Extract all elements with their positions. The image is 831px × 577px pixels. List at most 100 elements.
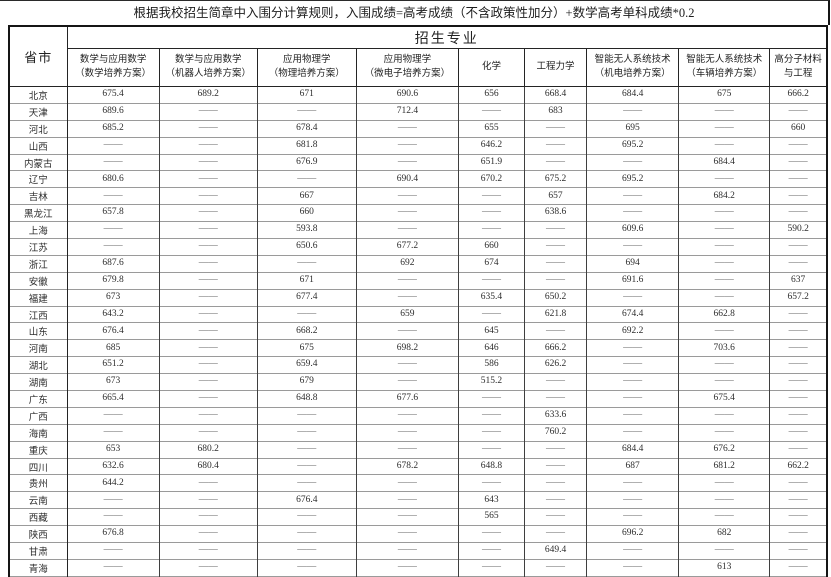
score-cell: 682: [678, 525, 770, 543]
score-cell: ——: [355, 423, 459, 442]
province-label: 湖南: [8, 373, 68, 391]
score-cell: ——: [586, 491, 679, 509]
score-cell: ——: [158, 491, 258, 509]
score-cell: ——: [256, 102, 357, 121]
score-cell: 666.2: [524, 339, 587, 357]
table-row: 江苏 —— —— 650.6 677.2 660 —— —— —— ——: [8, 238, 827, 256]
score-cell: ——: [355, 525, 459, 543]
score-cell: ——: [256, 170, 357, 188]
score-cell: ——: [524, 558, 587, 577]
province-label: 广西: [8, 406, 68, 425]
score-cell: ——: [256, 423, 357, 442]
province-label: 山西: [8, 136, 68, 155]
province-label: 陕西: [8, 525, 68, 543]
province-label: 河北: [8, 119, 68, 138]
score-cell: 694: [586, 254, 679, 273]
province-label: 湖北: [8, 356, 68, 374]
province-label: 广东: [8, 390, 68, 408]
score-cell: 645: [457, 322, 525, 340]
score-cell: 671: [256, 86, 357, 104]
score-cell: 692.2: [586, 322, 679, 340]
table-row: 安徽 679.8 —— 671 —— —— —— 691.6 —— 637: [8, 271, 827, 290]
score-cell: ——: [769, 542, 827, 560]
score-cell: ——: [678, 542, 770, 560]
score-cell: ——: [256, 406, 357, 425]
score-cell: 685: [66, 339, 160, 357]
score-cell: ——: [769, 136, 827, 155]
score-cell: ——: [158, 558, 258, 577]
score-cell: 675: [256, 339, 357, 357]
table-row: 黑龙江 657.8 —— 660 —— —— 638.6 —— —— ——: [8, 204, 827, 222]
score-cell: ——: [355, 271, 459, 290]
major-column-header: 智能无人系统技术 （车辆培养方案）: [678, 48, 771, 87]
score-cell: 684.2: [678, 187, 770, 205]
score-cell: ——: [769, 102, 827, 121]
group-header-row: 省市 招生专业: [8, 25, 828, 87]
score-cell: ——: [355, 558, 459, 577]
score-cell: ——: [158, 474, 258, 492]
province-label: 四川: [8, 457, 68, 475]
province-label: 山东: [8, 322, 68, 340]
score-cell: ——: [769, 406, 827, 425]
score-cell: ——: [524, 254, 587, 273]
score-cell: ——: [158, 119, 258, 138]
score-cell: 515.2: [457, 373, 525, 391]
score-cell: ——: [457, 390, 525, 408]
score-cell: 675.2: [524, 170, 587, 188]
major-column-header: 化学: [457, 48, 526, 87]
score-cell: ——: [524, 491, 587, 509]
score-cell: ——: [256, 254, 357, 273]
province-label: 江西: [8, 305, 68, 323]
score-cell: ——: [457, 271, 525, 290]
score-cell: 675.4: [678, 390, 770, 408]
score-cell: ——: [158, 305, 258, 323]
major-column-header: 数学与应用数学 （数学培养方案）: [66, 48, 160, 87]
score-cell: ——: [256, 558, 357, 577]
province-label: 北京: [8, 86, 68, 104]
table-row: 江西 643.2 —— —— 659 —— 621.8 674.4 662.8 ——: [8, 305, 827, 323]
major-column-header: 应用物理学 （物理培养方案）: [256, 48, 357, 87]
table-row: 四川 632.6 680.4 —— 678.2 648.8 —— 687 681.2 662.2: [8, 457, 827, 475]
province-label: 重庆: [8, 440, 68, 459]
score-cell: ——: [457, 204, 525, 222]
score-cell: ——: [678, 221, 770, 239]
province-label: 江苏: [8, 238, 68, 256]
table-row: 重庆 653 680.2 —— —— —— —— 684.4 676.2 ——: [8, 440, 827, 459]
score-cell: ——: [524, 457, 587, 475]
score-cell: 692: [355, 254, 459, 273]
score-cell: ——: [158, 187, 258, 205]
score-cell: ——: [457, 406, 525, 425]
score-cell: ——: [678, 271, 770, 290]
score-cell: ——: [158, 373, 258, 391]
score-cell: 657: [524, 187, 587, 205]
table-row: 广西 —— —— —— —— —— 633.6 —— —— ——: [8, 406, 827, 425]
score-cell: 638.6: [524, 204, 587, 222]
score-cell: 680.4: [158, 457, 258, 475]
score-cell: 656: [457, 86, 525, 104]
score-cell: 668.2: [256, 322, 357, 340]
score-cell: 666.2: [769, 86, 827, 104]
score-cell: 626.2: [524, 356, 587, 374]
score-cell: ——: [769, 558, 827, 577]
score-cell: 684.4: [678, 153, 770, 171]
score-cell: ——: [524, 525, 587, 543]
score-cell: ——: [355, 322, 459, 340]
score-cell: ——: [457, 187, 525, 205]
score-cell: 646: [457, 339, 525, 357]
score-cell: ——: [586, 288, 679, 307]
score-cell: 643.2: [66, 305, 160, 323]
score-cell: 760.2: [524, 423, 587, 442]
score-cell: ——: [678, 423, 770, 442]
province-label: 福建: [8, 288, 68, 307]
score-cell: ——: [355, 221, 459, 239]
score-cell: ——: [158, 423, 258, 442]
table-row: 内蒙古 —— —— 676.9 —— 651.9 —— —— 684.4 ——: [8, 153, 827, 171]
score-cell: 675: [678, 86, 770, 104]
score-cell: ——: [158, 339, 258, 357]
score-cell: ——: [678, 491, 770, 509]
score-cell: 646.2: [457, 136, 525, 155]
score-cell: 673: [66, 373, 160, 391]
score-cell: ——: [769, 440, 827, 459]
score-cell: ——: [769, 525, 827, 543]
